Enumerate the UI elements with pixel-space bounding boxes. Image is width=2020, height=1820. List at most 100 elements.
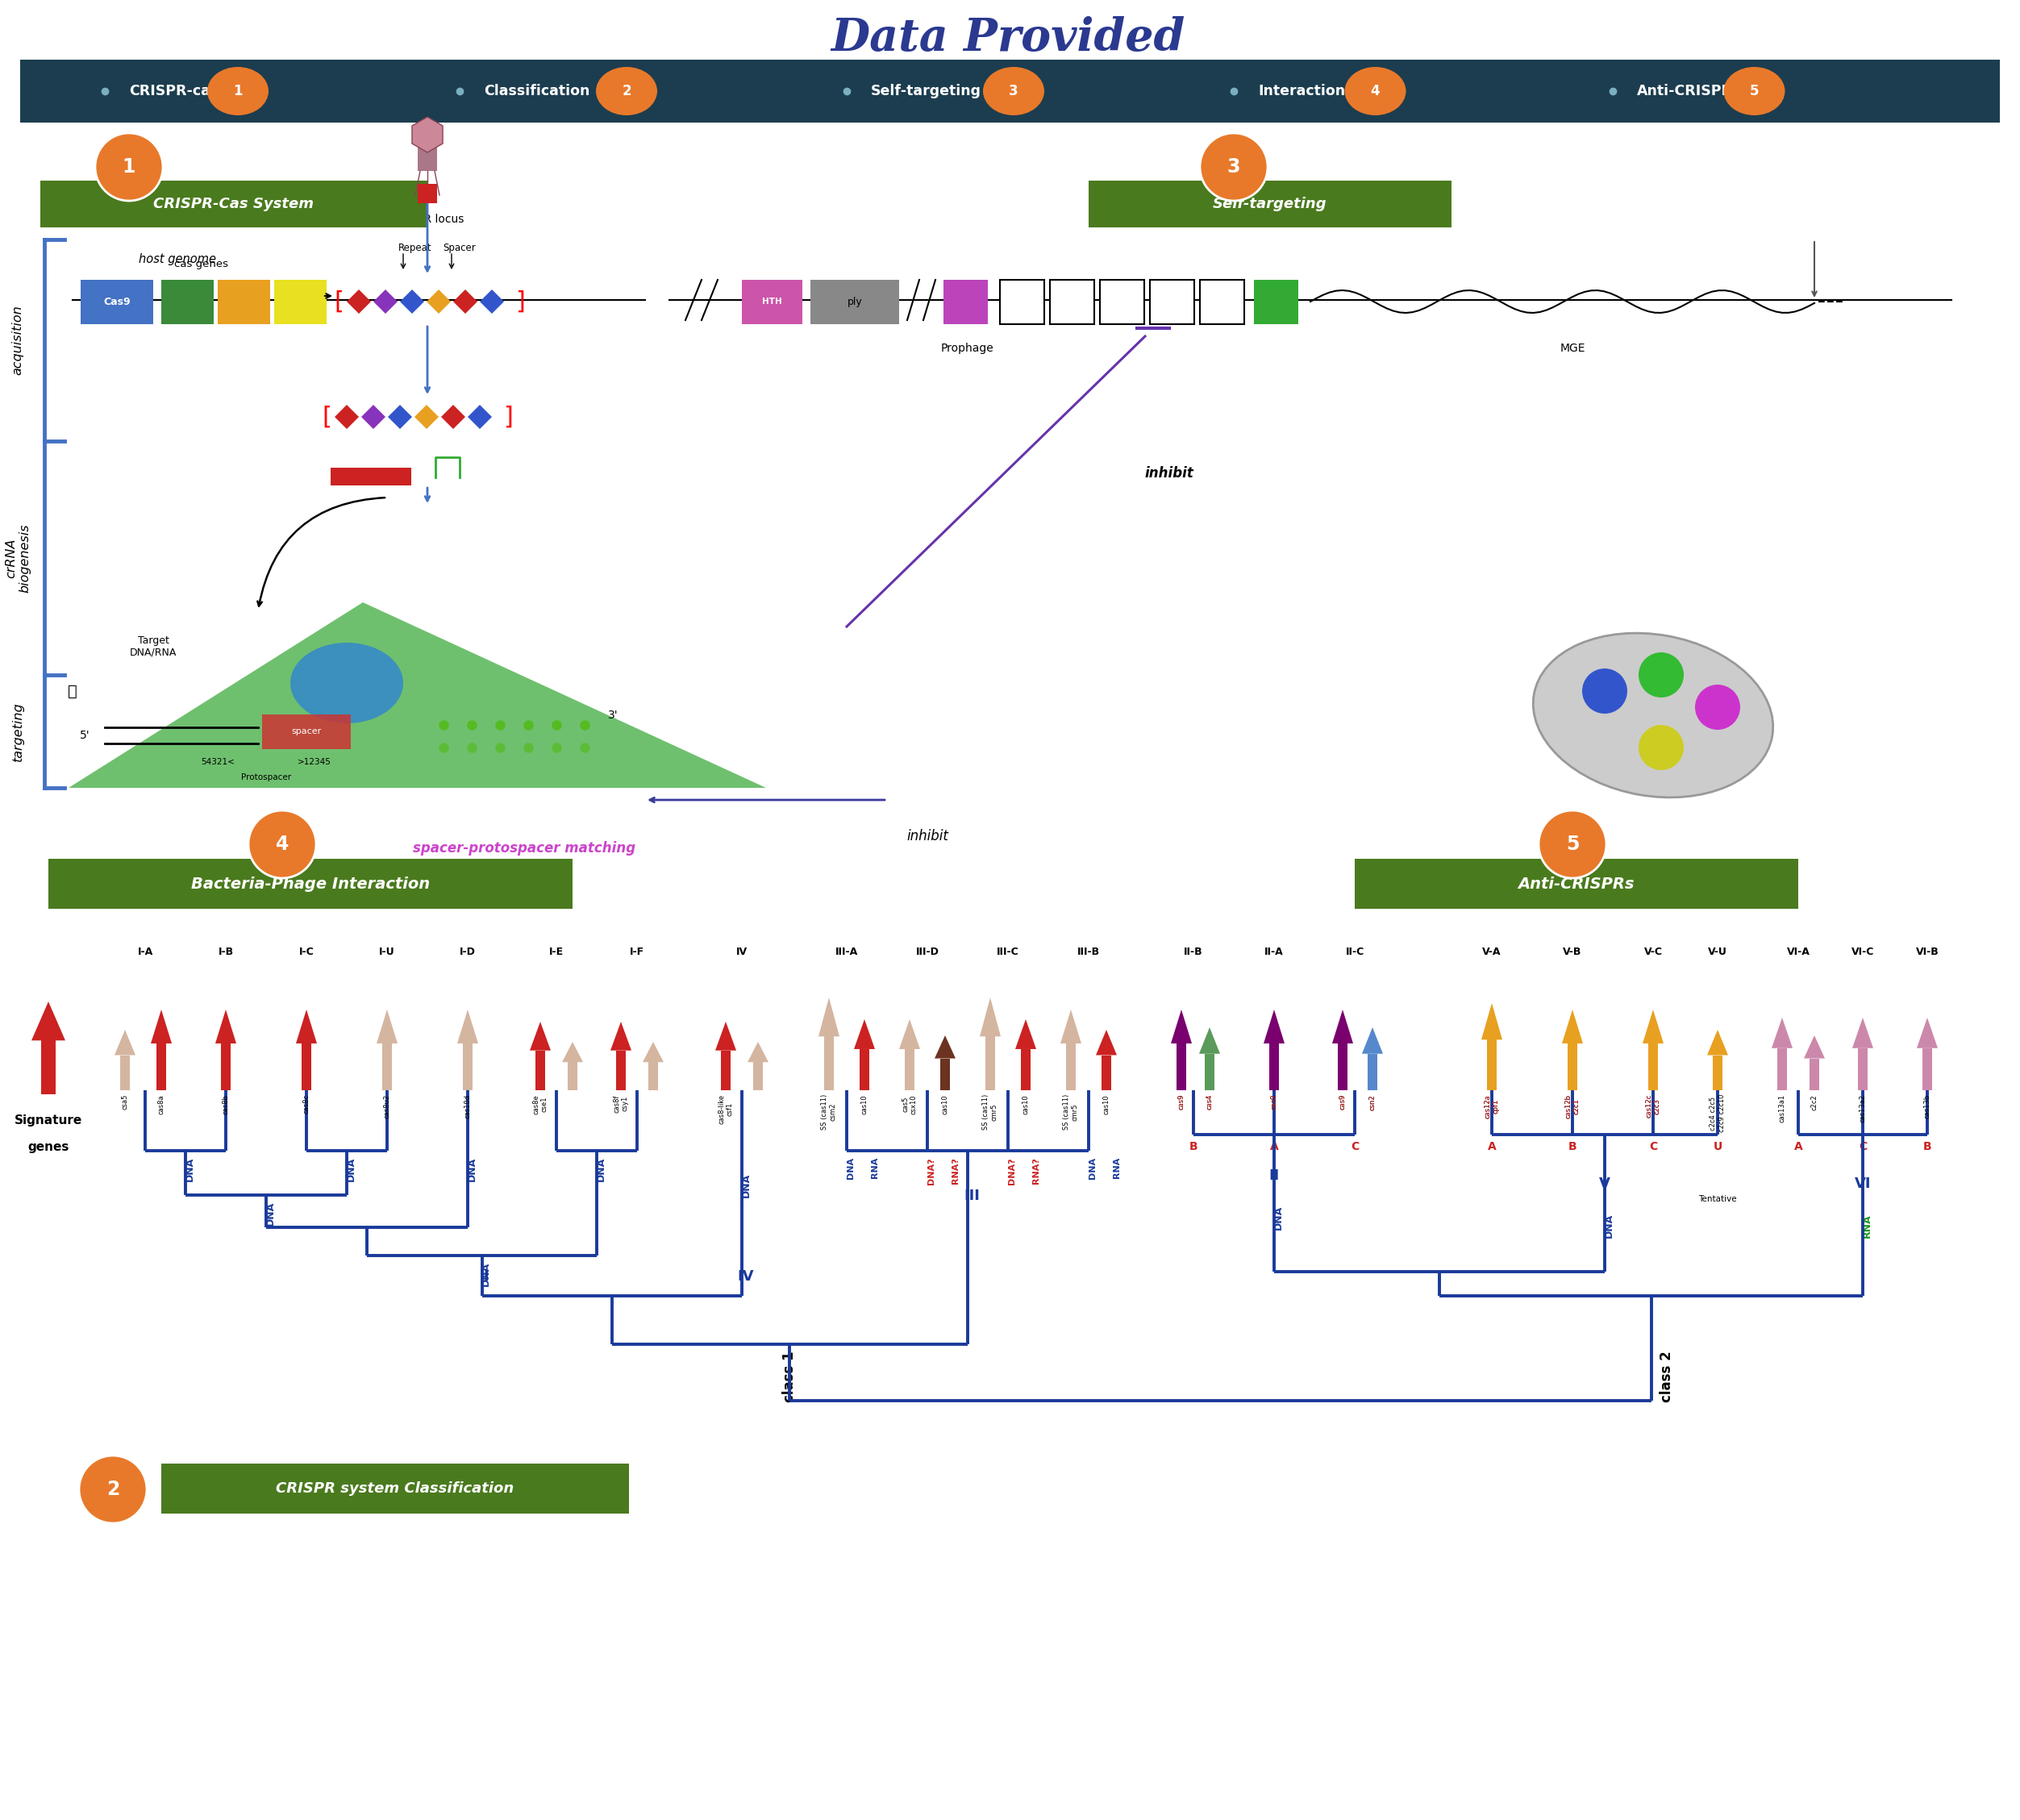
Polygon shape — [457, 1010, 479, 1043]
Text: DNA: DNA — [1089, 1158, 1097, 1179]
Text: B: B — [1923, 1141, 1931, 1152]
Bar — [158, 1043, 166, 1090]
Polygon shape — [1016, 1019, 1036, 1048]
Polygon shape — [1060, 1010, 1081, 1043]
Text: DNA: DNA — [846, 1158, 854, 1179]
Bar — [382, 1043, 392, 1090]
Bar — [824, 1036, 834, 1090]
Text: cas4: cas4 — [1206, 1094, 1214, 1110]
Bar — [1101, 280, 1143, 324]
Polygon shape — [1642, 1010, 1664, 1043]
Polygon shape — [376, 1010, 398, 1043]
Ellipse shape — [208, 67, 269, 115]
Text: 1: 1 — [123, 157, 135, 177]
Bar — [463, 1043, 473, 1090]
Bar — [616, 1050, 626, 1090]
Text: cas9: cas9 — [1271, 1094, 1279, 1110]
Text: cas12c
c2c3: cas12c c2c3 — [1644, 1094, 1660, 1117]
Bar — [1200, 280, 1244, 324]
Text: cas10: cas10 — [1022, 1094, 1030, 1114]
Text: B: B — [1568, 1141, 1578, 1152]
Text: DNA: DNA — [467, 1158, 477, 1181]
Polygon shape — [1331, 1010, 1353, 1043]
Text: A: A — [1271, 1141, 1279, 1152]
Text: DNA: DNA — [184, 1158, 194, 1181]
Text: C: C — [1351, 1141, 1359, 1152]
Polygon shape — [1852, 1017, 1873, 1048]
Bar — [1923, 1048, 1931, 1090]
Polygon shape — [715, 1021, 735, 1050]
Text: cas8c: cas8c — [303, 1094, 309, 1114]
Polygon shape — [1361, 1026, 1384, 1054]
Text: C: C — [1648, 1141, 1656, 1152]
Text: cas8e
cse1: cas8e cse1 — [533, 1094, 547, 1114]
Bar — [48, 859, 572, 908]
Polygon shape — [69, 602, 766, 788]
Text: cas13a1: cas13a1 — [1778, 1094, 1786, 1123]
Polygon shape — [1200, 1026, 1220, 1054]
Bar — [218, 280, 271, 324]
Text: CRISPR-Cas System: CRISPR-Cas System — [154, 197, 313, 211]
Bar — [162, 280, 214, 324]
Polygon shape — [642, 1041, 665, 1063]
Text: cas13b: cas13b — [1923, 1094, 1931, 1119]
Text: IV: IV — [737, 1269, 753, 1283]
Text: B: B — [1190, 1141, 1198, 1152]
Text: V-C: V-C — [1644, 946, 1662, 957]
Text: cas9: cas9 — [1339, 1094, 1345, 1110]
Text: class 1: class 1 — [782, 1350, 798, 1401]
Text: DNA: DNA — [481, 1261, 491, 1287]
Polygon shape — [347, 289, 372, 313]
Bar — [121, 1056, 129, 1090]
Bar — [40, 180, 428, 228]
Bar — [753, 1063, 764, 1090]
Text: III: III — [964, 1188, 980, 1203]
Text: crRNA
biogenesis: crRNA biogenesis — [4, 524, 30, 593]
Polygon shape — [115, 1030, 135, 1056]
Text: 3: 3 — [1226, 157, 1240, 177]
Text: C: C — [1858, 1141, 1866, 1152]
Text: cas10: cas10 — [861, 1094, 869, 1114]
Polygon shape — [152, 1010, 172, 1043]
Text: 2: 2 — [622, 84, 630, 98]
Ellipse shape — [596, 67, 656, 115]
Ellipse shape — [291, 642, 404, 723]
Bar — [943, 280, 988, 324]
Bar — [535, 1050, 545, 1090]
Text: CRISPR locus: CRISPR locus — [392, 213, 465, 226]
Text: HTH: HTH — [762, 297, 782, 306]
Text: III-A: III-A — [836, 946, 858, 957]
Bar — [20, 60, 2000, 122]
Text: cas4: cas4 — [1206, 1094, 1214, 1110]
Bar — [1368, 1054, 1378, 1090]
Text: DNA: DNA — [265, 1201, 275, 1227]
Bar — [1020, 1048, 1030, 1090]
Text: genes: genes — [28, 1141, 69, 1154]
Polygon shape — [610, 1021, 632, 1050]
Text: cas9: cas9 — [1271, 1094, 1279, 1110]
Text: cas12b
c2c1: cas12b c2c1 — [1566, 1094, 1580, 1119]
Bar — [1269, 1043, 1279, 1090]
Text: Tentative: Tentative — [1699, 1196, 1737, 1203]
Bar — [1176, 1043, 1186, 1090]
Text: cas12b
c2c1: cas12b c2c1 — [1566, 1094, 1580, 1119]
Bar — [1568, 1043, 1578, 1090]
Text: Self-targeting: Self-targeting — [1212, 197, 1327, 211]
Text: VI-A: VI-A — [1786, 946, 1810, 957]
Bar — [418, 184, 436, 204]
Polygon shape — [297, 1010, 317, 1043]
Polygon shape — [481, 289, 505, 313]
Bar — [1487, 1039, 1497, 1090]
Bar — [162, 1463, 628, 1514]
Bar — [1149, 280, 1194, 324]
Text: [: [ — [333, 289, 343, 313]
Bar — [648, 1063, 659, 1090]
Polygon shape — [1804, 1036, 1824, 1059]
Text: A: A — [1794, 1141, 1802, 1152]
Polygon shape — [747, 1041, 768, 1063]
Bar — [1778, 1048, 1788, 1090]
Text: I-D: I-D — [461, 946, 477, 957]
Text: Anti-CRISPR: Anti-CRISPR — [1636, 84, 1733, 98]
Polygon shape — [1707, 1030, 1727, 1056]
Bar — [1858, 1048, 1866, 1090]
